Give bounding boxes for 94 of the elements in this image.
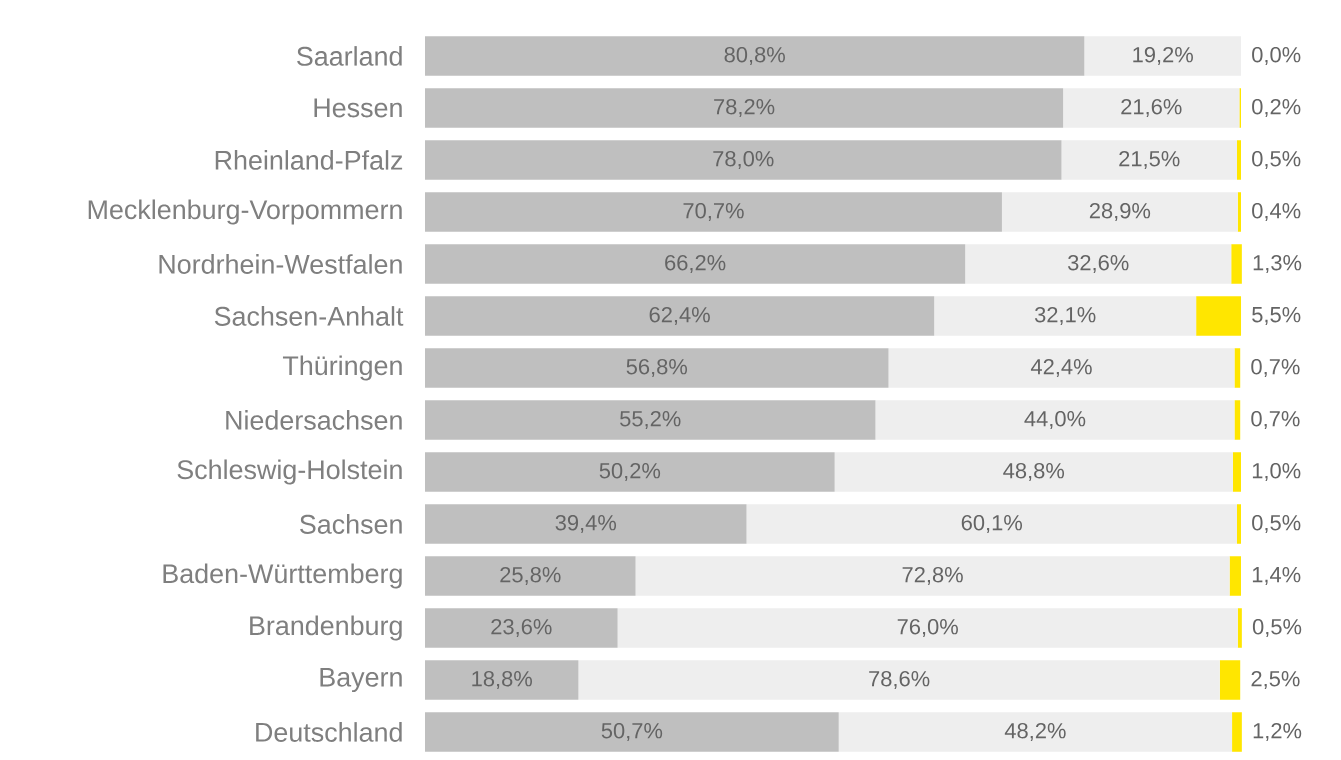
data-label: 23,6% <box>491 618 552 638</box>
bar <box>1196 296 1242 336</box>
bar <box>425 36 1085 76</box>
data-label: 32,6% <box>1067 254 1129 274</box>
bar <box>1232 452 1242 492</box>
data-label: 0,5% <box>1252 514 1301 534</box>
bar <box>578 660 1220 700</box>
bar <box>838 712 1233 752</box>
data-label: 1,4% <box>1252 566 1301 585</box>
data-label: 2,5% <box>1251 670 1300 690</box>
bar <box>834 452 1233 492</box>
bar <box>425 452 835 492</box>
y-tick-label: Baden-Württemberg <box>163 563 402 589</box>
y-tick-label: Sachsen <box>300 514 402 534</box>
y-tick-label: Hessen <box>314 98 402 118</box>
bar <box>425 244 966 284</box>
bar <box>1237 608 1242 648</box>
data-label: 5,5% <box>1252 306 1301 325</box>
data-label: 72,8% <box>902 566 963 586</box>
bar <box>425 400 876 440</box>
data-label: 55,2% <box>620 410 681 430</box>
data-label: 25,8% <box>500 566 561 586</box>
bar <box>425 348 889 388</box>
bar <box>934 296 1197 336</box>
data-label: 18,8% <box>472 670 532 690</box>
data-label: 32,1% <box>1034 306 1096 326</box>
y-tick-label: Rheinland-Pfalz <box>215 150 403 170</box>
data-label: 42,4% <box>1030 358 1092 378</box>
data-label: 78,6% <box>869 670 930 690</box>
data-label: 0,5% <box>1252 618 1302 638</box>
bar <box>425 608 618 648</box>
data-label: 78,0% <box>713 150 774 170</box>
bar <box>425 712 839 752</box>
data-label: 76,0% <box>897 618 958 638</box>
data-label: 0,0% <box>1252 46 1301 66</box>
data-label: 48,8% <box>1003 462 1065 482</box>
bar <box>425 140 1062 180</box>
bar <box>425 296 935 336</box>
bar <box>635 556 1230 596</box>
bar <box>425 192 1002 232</box>
data-label: 1,0% <box>1252 462 1301 482</box>
y-tick-label: Schleswig-Holstein <box>177 459 402 485</box>
data-label: 80,8% <box>724 46 785 66</box>
y-tick-label: Thüringen <box>282 355 402 381</box>
data-label: 19,2% <box>1133 46 1193 66</box>
data-label: 21,5% <box>1119 150 1180 170</box>
data-label: 50,2% <box>599 462 661 482</box>
bar <box>875 400 1235 440</box>
bar <box>1229 556 1242 596</box>
bar <box>1084 36 1242 76</box>
data-label: 28,9% <box>1089 202 1151 222</box>
bar <box>1232 712 1242 752</box>
data-label: 44,0% <box>1024 410 1086 430</box>
bar <box>1231 244 1242 284</box>
bar <box>746 504 1237 544</box>
data-label: 70,7% <box>683 202 744 222</box>
data-label: 0,4% <box>1252 202 1301 222</box>
y-tick-label: Brandenburg <box>250 615 402 641</box>
y-tick-label: Mecklenburg-Vorpommern <box>88 199 402 225</box>
bar <box>1236 504 1242 544</box>
bar <box>888 348 1235 388</box>
data-label: 56,8% <box>626 358 688 378</box>
data-label: 48,2% <box>1004 722 1066 742</box>
bar <box>1001 192 1238 232</box>
data-label: 50,7% <box>601 722 663 742</box>
y-tick-label: Saarland <box>297 46 402 66</box>
data-label: 0,7% <box>1251 358 1300 378</box>
bar <box>425 556 636 596</box>
data-label: 0,5% <box>1252 150 1301 170</box>
y-tick-label: Sachsen-Anhalt <box>214 306 404 326</box>
bar <box>617 608 1238 648</box>
data-label: 78,2% <box>714 98 775 118</box>
data-label: 21,6% <box>1121 98 1182 118</box>
bar <box>965 244 1232 284</box>
bar <box>1063 88 1240 128</box>
data-label: 39,4% <box>555 514 617 534</box>
data-label: 1,3% <box>1253 254 1302 274</box>
bar <box>1061 140 1237 180</box>
y-tick-label: Bayern <box>320 667 402 693</box>
bar <box>1237 192 1242 232</box>
bar <box>425 660 579 700</box>
bar <box>425 504 747 544</box>
y-tick-label: Deutschland <box>256 722 402 742</box>
y-tick-label: Nordrhein-Westfalen <box>159 254 402 274</box>
bar <box>425 88 1064 128</box>
bar <box>1219 660 1241 700</box>
y-tick-label: Niedersachsen <box>226 410 402 430</box>
data-label: 62,4% <box>649 306 710 326</box>
data-label: 1,2% <box>1253 722 1302 742</box>
data-label: 0,7% <box>1251 410 1300 430</box>
data-label: 0,2% <box>1252 98 1301 118</box>
data-label: 66,2% <box>665 254 726 274</box>
data-label: 60,1% <box>961 514 1023 534</box>
bar <box>1236 140 1242 180</box>
